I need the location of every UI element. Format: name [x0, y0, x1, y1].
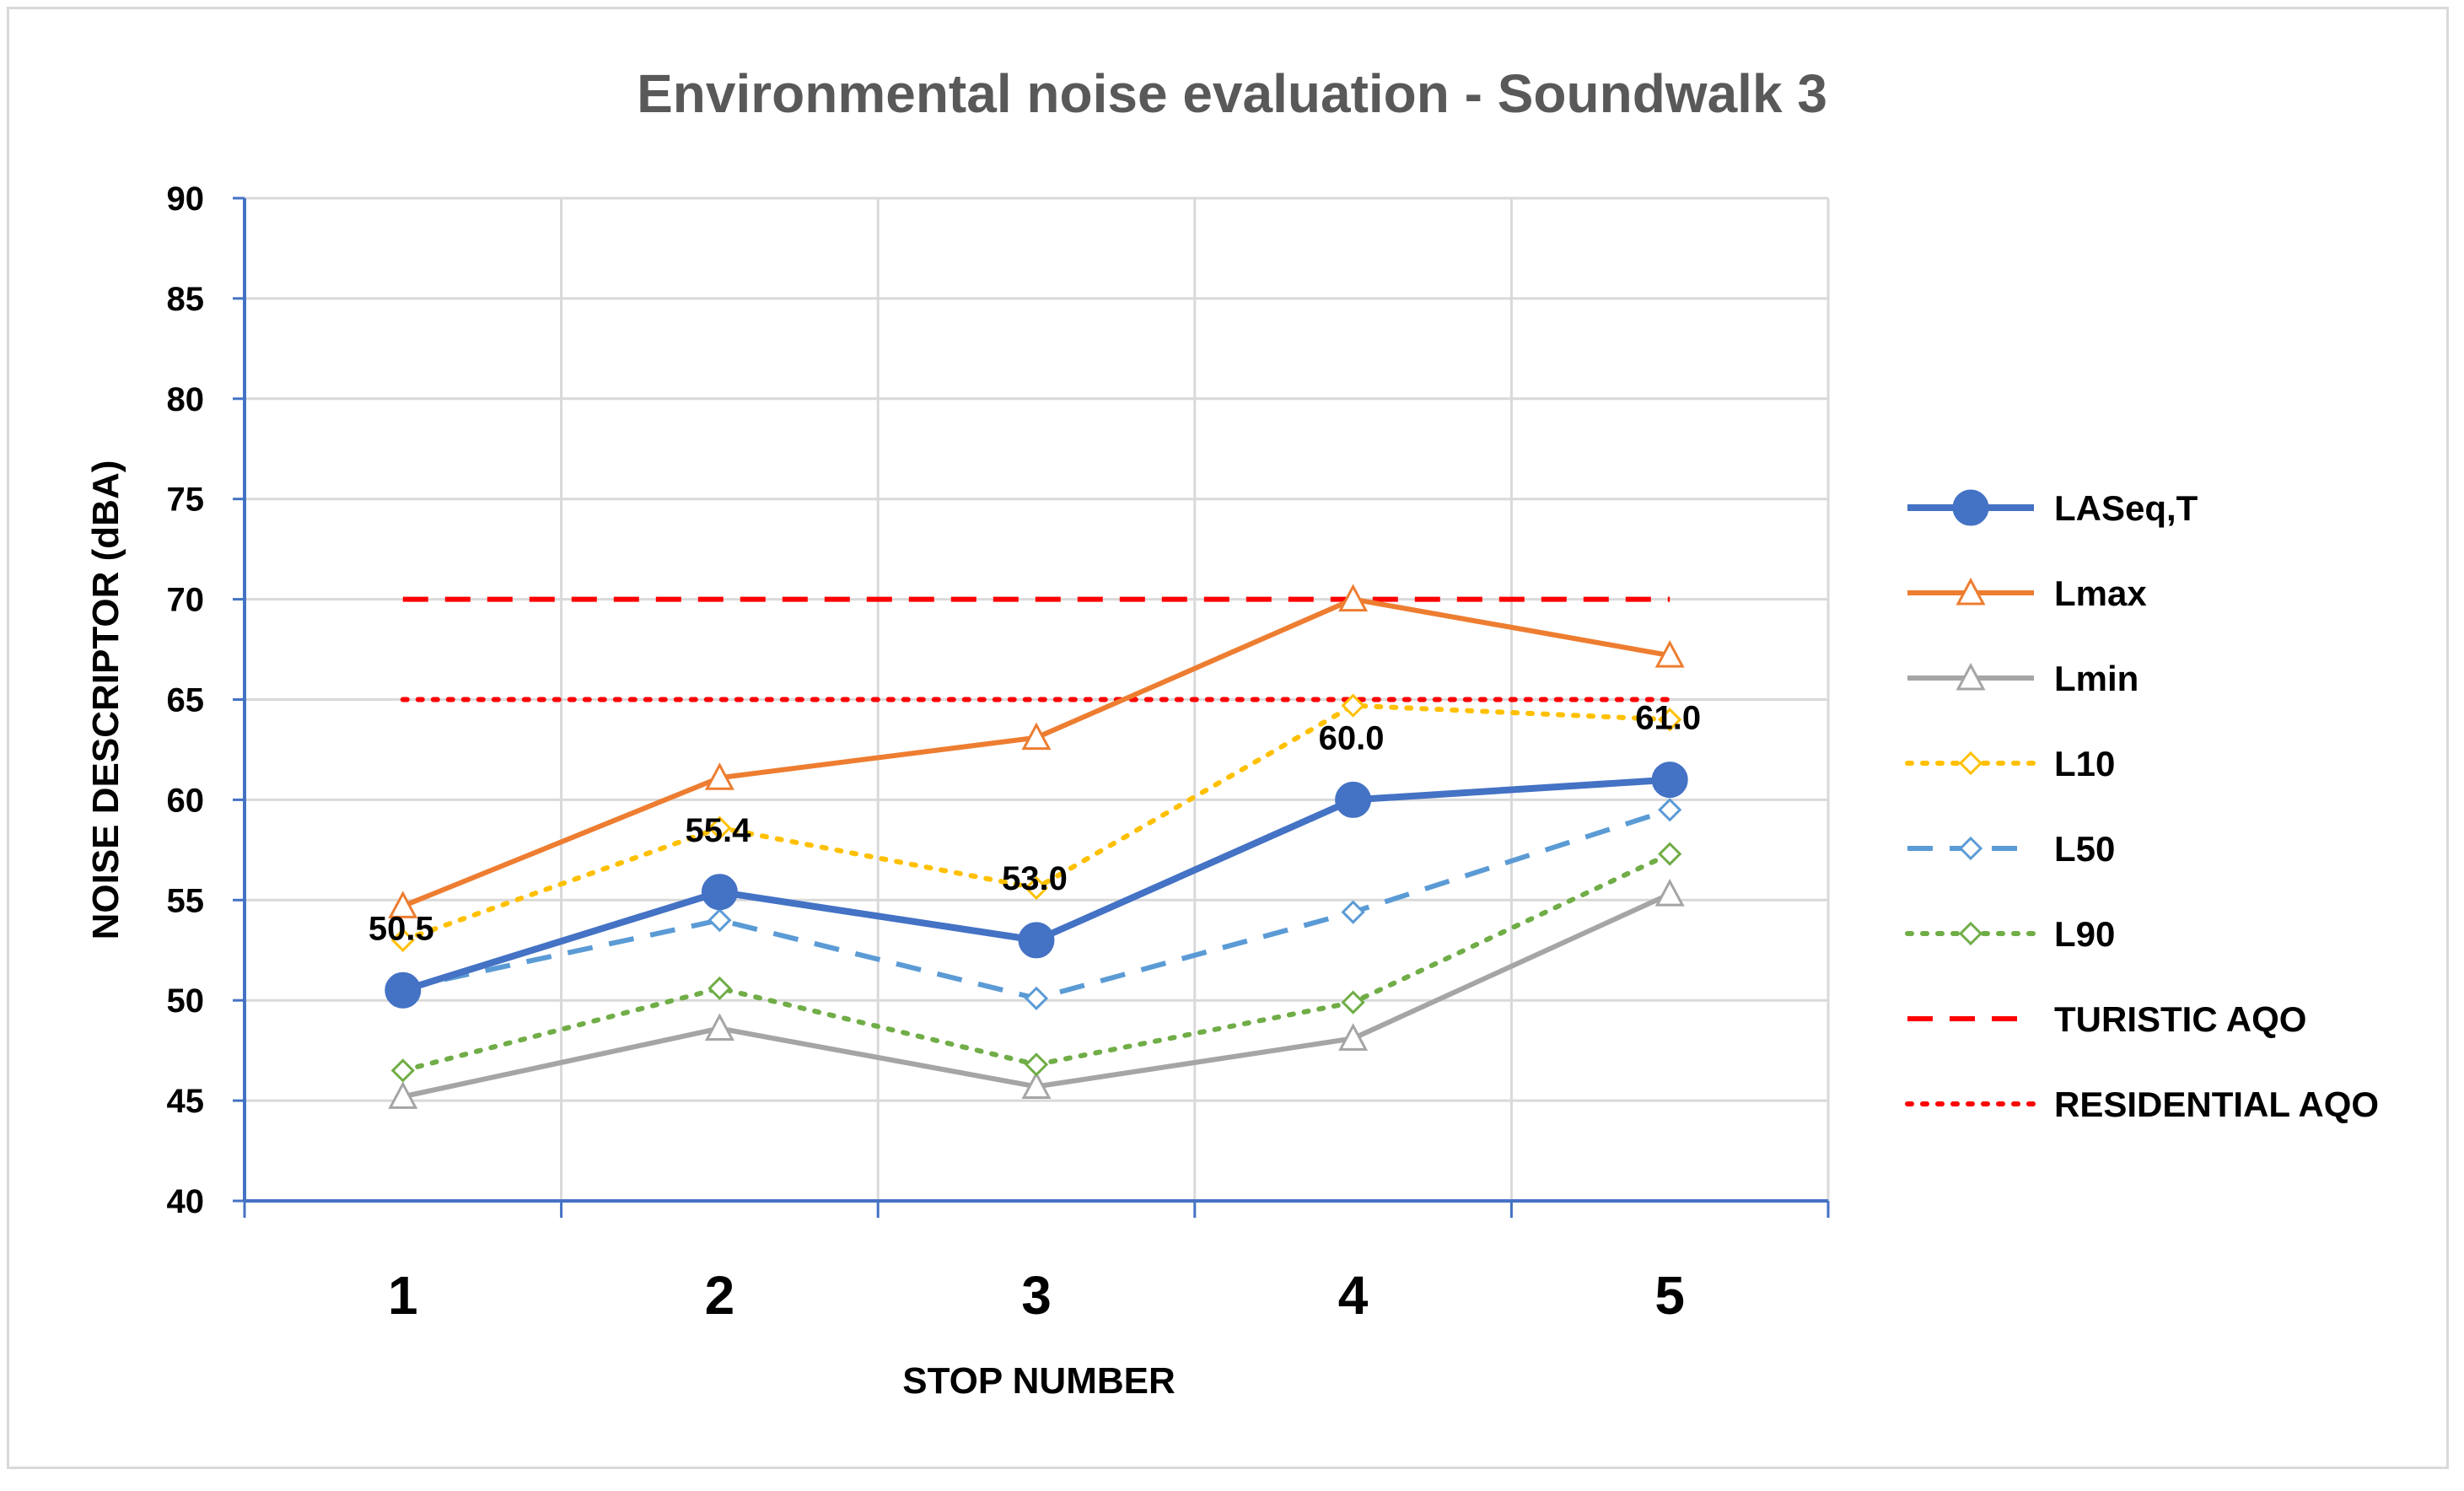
data-label: 55.4	[685, 812, 751, 849]
y-tick-label: 85	[167, 281, 205, 318]
series-laseq-t	[385, 762, 1688, 1009]
data-point	[704, 1013, 734, 1041]
legend: LASeq,T Lmax Lmin L10 L50 L90 TURISTIC AQO RESI…	[1905, 488, 2379, 1124]
data-point	[707, 976, 732, 1001]
data-point	[1338, 1023, 1369, 1051]
series-group	[385, 584, 1688, 1109]
data-point	[1341, 693, 1365, 718]
legend-item: TURISTIC AQO	[1907, 999, 2306, 1039]
legend-item: L10	[1905, 744, 2115, 783]
y-axis-label: NOISE DESCRIPTOR (dBA)	[85, 460, 126, 940]
data-point	[701, 874, 738, 911]
legend-item: LASeq,T	[1907, 488, 2198, 528]
data-point	[1658, 798, 1682, 822]
data-point	[390, 1058, 415, 1083]
x-tick-label: 2	[705, 1265, 735, 1326]
data-point	[1658, 842, 1682, 866]
legend-label: L50	[2054, 829, 2115, 869]
legend-item: Lmax	[1907, 573, 2147, 613]
x-tick-labels: 1 2 3 4 5	[388, 1265, 1685, 1326]
data-point	[1024, 1052, 1049, 1077]
data-label: 61.0	[1635, 700, 1701, 737]
legend-label: Lmax	[2054, 573, 2147, 613]
legend-swatch-marker	[1956, 577, 1986, 606]
y-tick-label: 80	[167, 381, 205, 418]
series-lmax	[388, 584, 1685, 918]
x-tick-label: 3	[1021, 1265, 1052, 1326]
data-point	[388, 891, 418, 918]
legend-label: Lmin	[2054, 659, 2139, 698]
data-point	[1024, 986, 1049, 1010]
data-point	[1341, 900, 1365, 924]
y-tick-labels: 40 45 50 55 60 65 70 75 80 85 90	[167, 180, 205, 1220]
data-point	[388, 1081, 418, 1109]
chart-frame	[7, 7, 2449, 1469]
data-point	[1021, 722, 1052, 751]
x-tick-label: 5	[1654, 1265, 1685, 1326]
data-point	[704, 762, 734, 790]
series-lmin	[388, 878, 1685, 1109]
legend-swatch-marker	[1958, 921, 1983, 946]
legend-label: TURISTIC AQO	[2054, 999, 2306, 1039]
data-point	[1021, 1071, 1052, 1099]
data-point	[707, 815, 732, 840]
legend-label: L90	[2054, 914, 2115, 954]
data-label: 50.5	[369, 910, 434, 947]
legend-label: L10	[2054, 744, 2115, 783]
data-point	[1651, 762, 1688, 799]
legend-label: LASeq,T	[2054, 488, 2198, 528]
data-point	[707, 907, 732, 933]
x-tick-label: 1	[388, 1265, 418, 1326]
series-line	[402, 807, 1671, 1001]
series-l10	[390, 693, 1682, 952]
y-tick-label: 90	[167, 180, 205, 218]
data-point	[1654, 640, 1685, 668]
data-point	[1018, 922, 1055, 959]
axes	[233, 196, 1830, 1218]
y-tick-label: 40	[167, 1183, 205, 1220]
y-tick-label: 50	[167, 982, 205, 1020]
data-point	[385, 972, 422, 1009]
legend-item: Lmin	[1907, 659, 2139, 698]
y-tick-label: 55	[167, 882, 205, 919]
data-point	[1341, 990, 1365, 1015]
data-point	[1335, 781, 1372, 818]
data-point	[1654, 878, 1685, 907]
chart-title: Environmental noise evaluation - Soundwa…	[637, 63, 1827, 124]
series-l90	[390, 842, 1682, 1083]
x-axis-label: STOP NUMBER	[902, 1360, 1176, 1402]
legend-label: RESIDENTIAL AQO	[2054, 1085, 2379, 1124]
y-tick-label: 65	[167, 682, 205, 719]
y-tick-label: 60	[167, 782, 205, 819]
legend-item: L50	[1907, 829, 2115, 869]
y-tick-label: 70	[167, 582, 205, 619]
y-tick-label: 75	[167, 482, 205, 519]
legend-item: RESIDENTIAL AQO	[1905, 1085, 2379, 1124]
data-point	[1024, 875, 1049, 901]
data-point	[1338, 584, 1369, 612]
data-point	[390, 928, 415, 952]
legend-swatch-marker	[1958, 836, 1983, 861]
data-label: 60.0	[1319, 719, 1385, 756]
legend-swatch-marker	[1952, 489, 1989, 526]
data-label: 53.0	[1002, 860, 1068, 897]
y-tick-label: 45	[167, 1083, 205, 1120]
data-labels: 50.5 55.4 53.0 60.0 61.0	[369, 700, 1701, 948]
legend-item: L90	[1905, 914, 2115, 954]
data-point	[1658, 708, 1682, 732]
x-tick-label: 4	[1338, 1265, 1369, 1326]
legend-swatch-marker	[1956, 662, 1986, 691]
legend-swatch-marker	[1958, 751, 1983, 776]
